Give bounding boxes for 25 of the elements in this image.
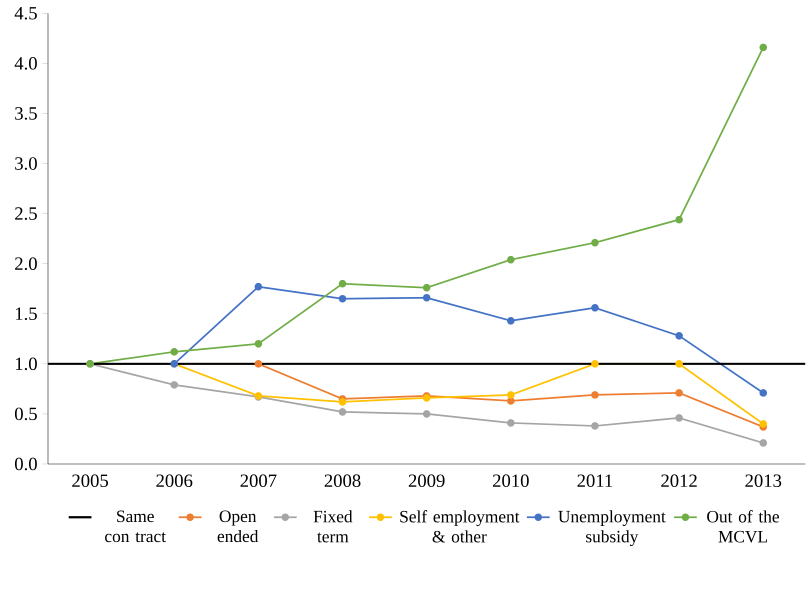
legend-label: Same con tract: [105, 510, 166, 542]
y-tick-label: 0.0: [14, 458, 37, 471]
y-tick-label: 3.5: [15, 107, 37, 120]
x-tick-label: 2009: [408, 474, 445, 488]
x-tick-label: 2012: [661, 474, 697, 488]
x-tick-label: 2007: [240, 474, 277, 488]
x-tick-label: 2008: [324, 474, 360, 488]
legend-label: Open ended: [218, 510, 258, 542]
x-tick-label: 2006: [156, 474, 192, 488]
y-tick-label: 0.5: [14, 408, 37, 420]
y-tick-label: 3.0: [15, 157, 37, 170]
y-tick-label: 2.5: [15, 207, 37, 220]
y-tick-label: 1.0: [16, 358, 37, 370]
legend-label: Self employment & other: [400, 510, 520, 543]
x-tick-label: 2005: [72, 474, 108, 488]
y-tick-label: 2.0: [15, 258, 37, 270]
x-tick-label: 2010: [492, 474, 529, 488]
legend-label: Unemployment subsidy: [558, 510, 666, 546]
legend-label: Fixed term: [314, 510, 352, 543]
y-tick-label: 4.0: [14, 57, 37, 70]
x-tick-label: 2013: [745, 474, 782, 488]
y-tick-label: 4.5: [14, 7, 37, 20]
legend-label: Out of the MCVL: [707, 510, 779, 543]
x-tick-label: 2011: [577, 474, 612, 488]
y-tick-label: 1.5: [16, 308, 37, 320]
